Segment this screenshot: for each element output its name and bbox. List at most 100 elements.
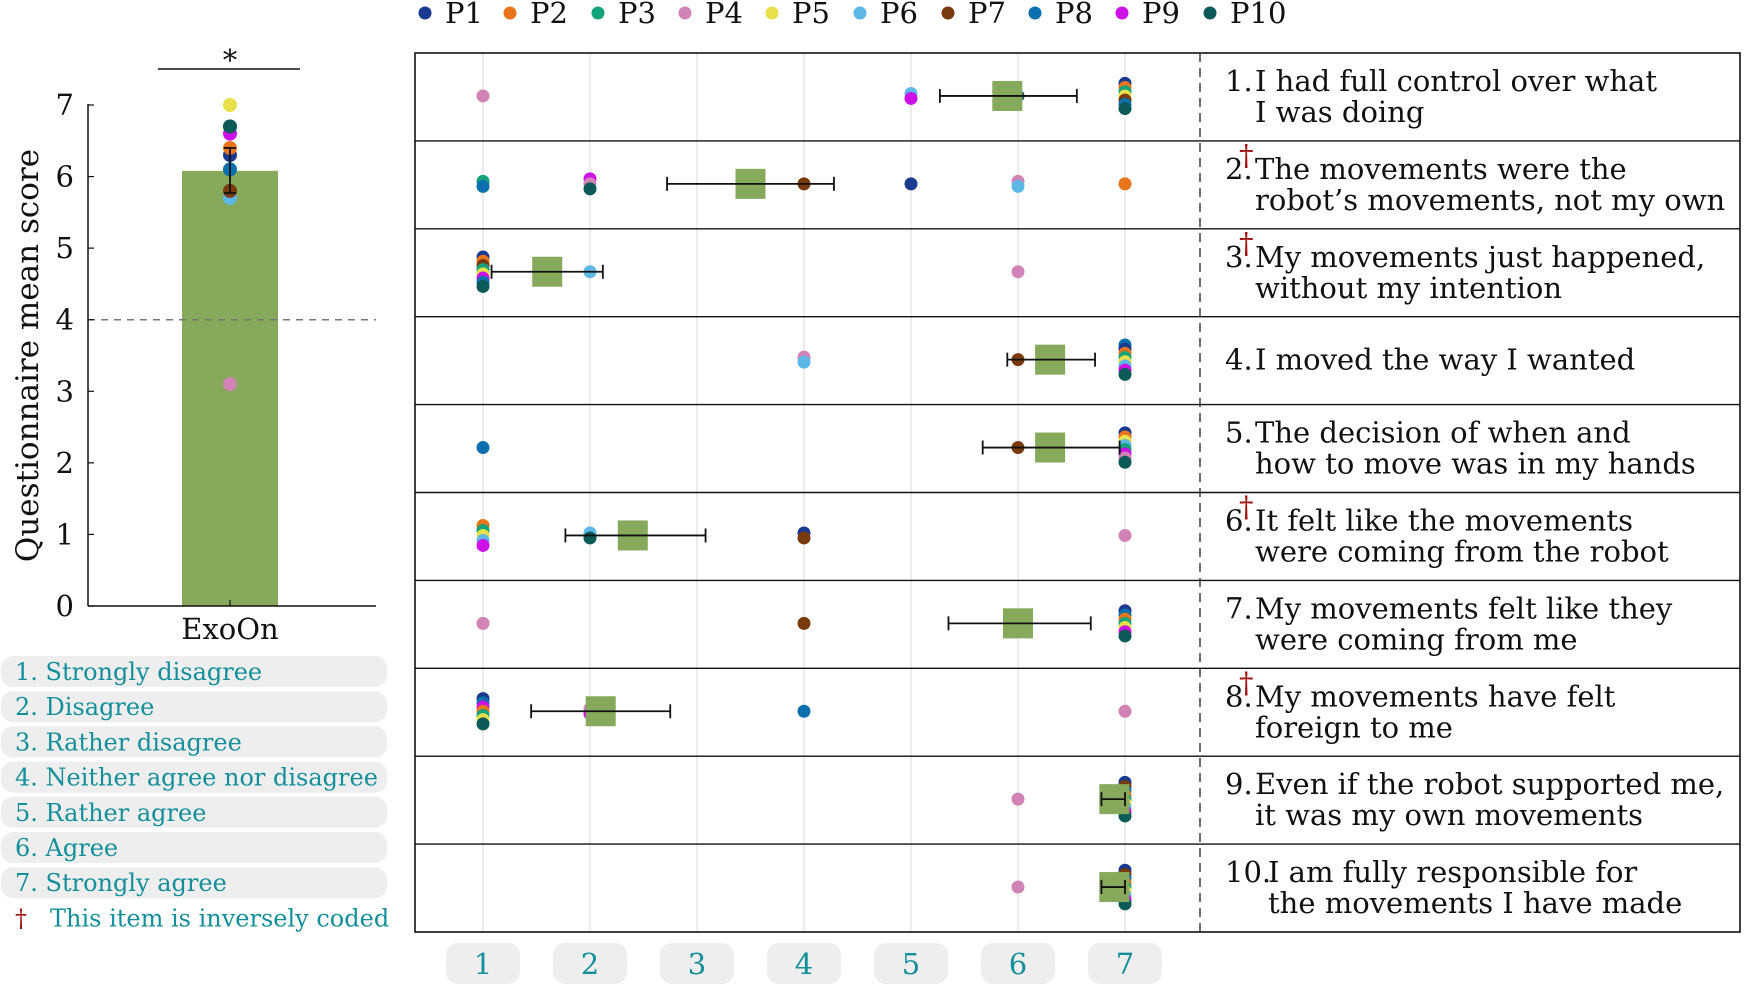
scale-label-3: 3. Rather disagree [15,728,242,756]
item-3-number: 3. [1225,240,1253,274]
item-3-inverse-dagger: † [1239,226,1254,260]
scale-label-1: 1. Strongly disagree [15,658,262,686]
item-7-point-p10 [1118,629,1132,643]
item-2-text-line-2: robot’s movements, not my own [1255,183,1725,217]
item-row-3: 3.† My movements just happened,without my… [476,226,1705,305]
bar-chart: 0 1 2 3 4 5 6 7 ExoOn Questionnaire mean score * [10,43,376,646]
legend-marker-p4 [678,6,692,20]
item-5-text-line-1: The decision of when and [1255,416,1631,450]
item-7-point-p4 [476,616,490,630]
legend-label-p2: P2 [530,0,568,30]
item-3-text-line-1: My movements just happened, [1255,240,1705,274]
item-7-text-line-1: My movements felt like they [1255,591,1673,625]
item-row-4: 4. I moved the way I wanted [797,338,1635,381]
item-3-text-line-2: without my intention [1255,271,1562,305]
item-6-point-p4 [1118,528,1132,542]
x-tick-label-6: 6 [1009,947,1027,981]
x-tick-label-4: 4 [795,947,813,981]
scale-label-4: 4. Neither agree nor disagree [15,764,378,792]
inverse-dagger-symbol: † [15,904,27,932]
legend-label-p5: P5 [792,0,830,30]
scale-label-7: 7. Strongly agree [15,869,227,897]
item-2-point-p10 [583,182,597,196]
scale-label-5: 5. Rather agree [15,799,206,827]
item-5-text-line-2: how to move was in my hands [1255,447,1696,481]
item-6-text-line-1: It felt like the movements [1255,503,1633,537]
item-8-point-p10 [476,717,490,731]
item-4-text-line-1: I moved the way I wanted [1255,343,1635,377]
item-6-number: 6. [1225,503,1253,537]
legend-label-p10: P10 [1230,0,1286,30]
legend-marker-p3 [591,6,605,20]
y-axis-label: Questionnaire mean score [10,149,46,562]
scale-label-6: 6. Agree [15,834,118,862]
item-7-text-line-2: were coming from me [1255,622,1578,656]
x-tick-label-2: 2 [581,947,599,981]
y-tick-label-0: 0 [56,589,74,623]
scale-label-box-6 [1,832,387,863]
item-2-point-p6 [1011,179,1025,193]
item-1-point-p9 [904,91,918,105]
item-9-number: 9. [1225,767,1253,801]
item-1-point-p10 [1118,102,1132,116]
y-tick-label-4: 4 [56,303,74,337]
scale-label-box-5 [1,796,387,828]
x-tick-label-3: 3 [688,947,706,981]
x-tick-box-2 [553,943,627,984]
item-6-point-p7 [797,531,811,545]
legend-marker-p10 [1203,6,1217,20]
x-tick-label-exoon: ExoOn [181,612,278,646]
item-7-number: 7. [1225,591,1253,625]
item-8-text-line-2: foreign to me [1255,710,1453,744]
item-1-text-line-2: I was doing [1255,95,1424,129]
legend-label-p9: P9 [1142,0,1180,30]
item-6-point-p10 [583,531,597,545]
item-5-number: 5. [1225,416,1253,450]
item-1-text-line-1: I had full control over what [1255,64,1657,98]
item-6-inverse-dagger: † [1239,489,1254,523]
legend-marker-p9 [1115,6,1129,20]
item-8-point-p4 [1118,704,1132,718]
legend-label-p8: P8 [1055,0,1093,30]
item-10-number: 10. [1225,855,1271,889]
x-tick-label-5: 5 [902,947,920,981]
item-8-text-line-1: My movements have felt [1255,679,1616,713]
item-4-point-p6 [797,355,811,369]
item-5-point-p10 [1118,455,1132,469]
x-tick-label-7: 7 [1116,947,1134,981]
item-1-point-p4 [476,89,490,103]
scale-legend-panel: 1. Strongly disagree 2. Disagree 3. Rather… [1,656,389,932]
x-tick-box-5 [874,943,948,984]
item-2-inverse-dagger: † [1239,138,1254,172]
item-10-point-p4 [1011,880,1025,894]
x-tick-box-7 [1088,943,1162,984]
item-2-point-p8 [476,179,490,193]
significance-marker: * [223,43,238,77]
item-2-point-p2 [1118,177,1132,191]
item-9-text-line-1: Even if the robot supported me, [1255,767,1724,801]
scale-label-box-2 [1,691,387,723]
participant-point-p4 [223,377,237,392]
participant-point-p10 [223,119,237,134]
x-tick-box-4 [767,943,841,984]
item-9-text-line-2: it was my own movements [1255,798,1643,832]
legend-label-p4: P4 [705,0,743,30]
item-2-number: 2. [1225,152,1253,186]
y-tick-label-7: 7 [56,88,74,122]
y-tick-label-1: 1 [56,517,74,551]
item-9-point-p4 [1011,792,1025,806]
item-4-point-p10 [1118,367,1132,381]
scale-label-box-1 [1,656,387,687]
legend-marker-p1 [418,6,432,20]
item-2-text-line-1: The movements were the [1255,152,1627,186]
item-10-text-line-1: I am fully responsible for [1268,855,1637,889]
legend-marker-p5 [765,6,779,20]
legend-label-p6: P6 [880,0,918,30]
